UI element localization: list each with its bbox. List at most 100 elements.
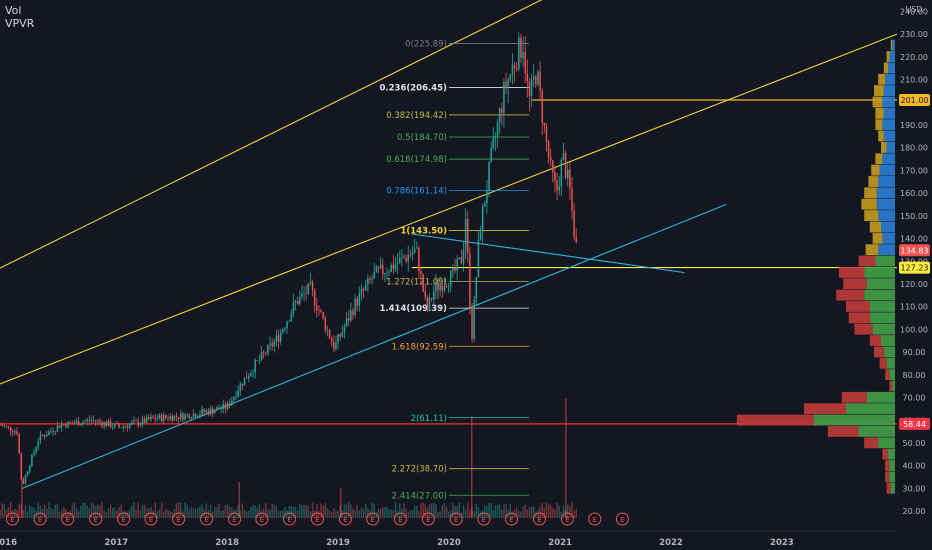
vp-row-up bbox=[875, 255, 895, 267]
candle-body bbox=[77, 420, 80, 426]
volume-bar bbox=[192, 508, 195, 518]
candle-body bbox=[373, 271, 375, 279]
candle-body bbox=[88, 419, 91, 422]
volume-bar bbox=[235, 509, 237, 518]
candle-body bbox=[156, 418, 159, 420]
candle-body bbox=[114, 423, 116, 427]
volume-bar bbox=[467, 502, 469, 518]
volume-bar bbox=[160, 502, 163, 518]
vp-row-down bbox=[865, 244, 879, 256]
volume-bar bbox=[197, 507, 199, 518]
volume-bar bbox=[265, 502, 267, 518]
volume-bar bbox=[7, 507, 10, 518]
earnings-marker bbox=[144, 512, 158, 526]
earnings-marker-label: E bbox=[565, 516, 569, 524]
candle-body bbox=[273, 341, 276, 347]
candle-body bbox=[498, 108, 501, 123]
vp-row-up bbox=[882, 119, 895, 131]
vp-row-down bbox=[886, 51, 890, 62]
candle-body bbox=[507, 79, 509, 89]
candle-body bbox=[216, 407, 218, 411]
earnings-marker bbox=[172, 512, 186, 526]
volume-spike-bar bbox=[565, 398, 567, 518]
volume-bar bbox=[456, 506, 458, 518]
candle-body bbox=[379, 264, 382, 269]
volume-spike-bar bbox=[471, 416, 473, 518]
price-axis[interactable]: USD20.0030.0040.0050.0060.0070.0080.0090… bbox=[897, 0, 932, 550]
vp-row-down bbox=[848, 312, 870, 324]
vp-row-down bbox=[864, 210, 879, 222]
volume-bar bbox=[31, 507, 33, 518]
volume-bar bbox=[490, 503, 492, 518]
vp-row-down bbox=[836, 289, 865, 301]
vp-row-down bbox=[885, 471, 890, 483]
earnings-marker bbox=[532, 512, 546, 526]
legend-vpvr[interactable]: VPVR bbox=[5, 17, 35, 30]
volume-bar bbox=[97, 504, 99, 518]
volume-bar bbox=[214, 507, 216, 518]
volume-bar bbox=[362, 509, 365, 518]
volume-bar bbox=[498, 504, 501, 518]
vp-row-down bbox=[878, 130, 884, 142]
candle-body bbox=[192, 413, 195, 418]
candle-body bbox=[92, 420, 95, 421]
volume-spike-bar bbox=[340, 488, 342, 518]
fib-level-label: 0.236(206.45) bbox=[379, 84, 447, 94]
volume-bar bbox=[364, 504, 367, 518]
candle-body bbox=[437, 282, 439, 291]
candle-body bbox=[56, 425, 59, 432]
candle-body bbox=[211, 408, 214, 414]
candle-body bbox=[313, 290, 316, 306]
volume-bar bbox=[511, 511, 514, 518]
time-axis[interactable]: 2016 2017 2018 2019 2020 2021 2022 2023 bbox=[0, 530, 897, 548]
volume-bar bbox=[116, 510, 118, 518]
vp-row-down bbox=[864, 187, 877, 199]
candle-body bbox=[243, 377, 246, 386]
candle-body bbox=[364, 284, 367, 291]
candle-body bbox=[207, 410, 210, 415]
candle-body bbox=[3, 425, 5, 427]
candle-body bbox=[97, 420, 99, 422]
candle-body bbox=[233, 396, 235, 401]
price-tick-label: 220.00 bbox=[900, 53, 928, 62]
volume-bar bbox=[37, 502, 40, 518]
volume-bar bbox=[239, 511, 242, 518]
volume-bar bbox=[424, 504, 427, 518]
candle-body bbox=[522, 52, 524, 58]
candle-body bbox=[515, 67, 518, 70]
price-tick-label: 190.00 bbox=[900, 121, 928, 130]
price-tick-label: 80.00 bbox=[903, 371, 926, 380]
volume-bar bbox=[445, 506, 448, 518]
candle-body bbox=[386, 272, 388, 274]
volume-bar bbox=[458, 502, 461, 518]
price-tick-label: 30.00 bbox=[903, 484, 926, 493]
volume-bar bbox=[392, 510, 395, 518]
candle-body bbox=[0, 424, 1, 426]
candle-body bbox=[7, 426, 10, 427]
earnings-marker-label: E bbox=[204, 516, 208, 524]
volume-bar bbox=[252, 505, 254, 518]
candle-body bbox=[526, 73, 529, 82]
volume-bar bbox=[120, 504, 122, 518]
volume-bar bbox=[433, 502, 435, 518]
vp-row-up bbox=[869, 301, 895, 312]
volume-bar bbox=[267, 508, 269, 518]
volume-bar bbox=[320, 503, 322, 518]
candle-body bbox=[326, 329, 329, 331]
candle-body bbox=[248, 376, 250, 379]
candles-layer bbox=[0, 32, 577, 486]
candle-body bbox=[141, 418, 144, 424]
volume-bar bbox=[407, 511, 409, 518]
volume-bar bbox=[373, 503, 375, 518]
earnings-marker-label: E bbox=[287, 516, 291, 524]
volume-bar bbox=[56, 503, 59, 518]
candle-body bbox=[252, 372, 254, 374]
earnings-marker-label: E bbox=[38, 516, 42, 524]
volume-bar bbox=[443, 502, 446, 518]
legend-vol[interactable]: Vol bbox=[5, 4, 22, 17]
volume-bar bbox=[524, 504, 526, 518]
volume-bar bbox=[322, 505, 324, 518]
price-badge-label: 58.44 bbox=[903, 420, 926, 429]
volume-bar bbox=[460, 511, 463, 518]
